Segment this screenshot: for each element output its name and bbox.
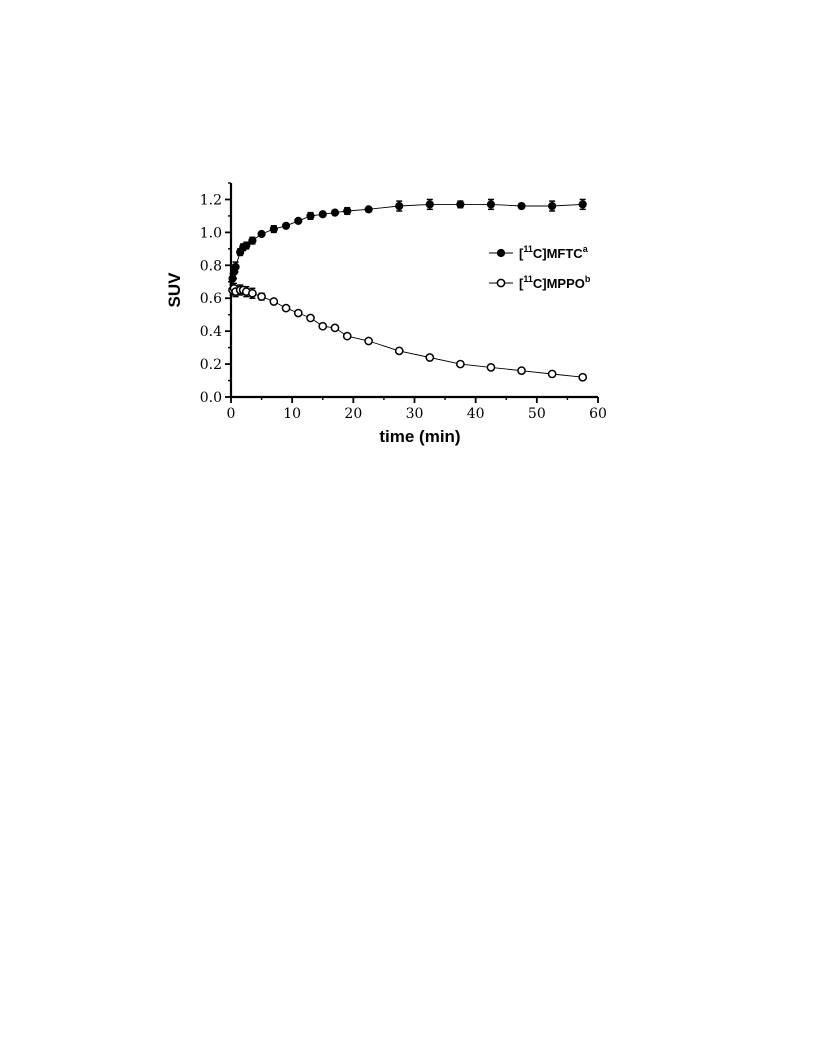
data-point bbox=[578, 372, 588, 382]
data-point bbox=[248, 288, 257, 298]
data-point bbox=[486, 200, 496, 209]
legend-item-mppo: [11C]MPPOb bbox=[489, 274, 591, 291]
y-tick-label: 1.0 bbox=[200, 225, 222, 241]
x-axis-title: time (min) bbox=[379, 427, 460, 446]
x-tick-label: 10 bbox=[283, 406, 301, 422]
data-point bbox=[269, 297, 279, 306]
plot-area: 0.0 0.2 0.4 0.6 0.8 1.0 1.2 0 10 20 30 40 50 60 bbox=[200, 182, 607, 422]
y-tick-label: 0.2 bbox=[200, 357, 222, 373]
data-point bbox=[318, 210, 327, 219]
data-point bbox=[456, 200, 465, 209]
x-tick-label: 50 bbox=[528, 406, 546, 422]
y-tick-label: 0.0 bbox=[200, 390, 222, 406]
data-point bbox=[281, 303, 291, 313]
data-point bbox=[547, 369, 557, 379]
data-point bbox=[231, 262, 240, 272]
series-line-mftc bbox=[232, 203, 583, 279]
legend-label: [11C]MPPOb bbox=[519, 274, 591, 291]
series-mppo bbox=[228, 282, 588, 382]
data-point bbox=[517, 366, 526, 376]
data-point bbox=[486, 363, 496, 372]
data-point bbox=[294, 216, 303, 225]
x-tick-label: 30 bbox=[406, 406, 424, 422]
data-point bbox=[364, 336, 373, 346]
legend-marker bbox=[496, 248, 506, 258]
data-point bbox=[548, 201, 557, 211]
x-tick-label: 40 bbox=[467, 406, 485, 422]
data-point bbox=[248, 236, 257, 245]
data-point bbox=[242, 241, 251, 250]
data-point bbox=[342, 331, 352, 341]
data-point bbox=[257, 292, 266, 301]
x-tick-label: 0 bbox=[227, 406, 236, 422]
data-point bbox=[281, 221, 291, 230]
series-line-mppo bbox=[232, 287, 583, 378]
x-tick-label: 20 bbox=[344, 406, 362, 422]
data-point bbox=[306, 211, 315, 221]
data-point bbox=[269, 224, 278, 234]
data-point bbox=[456, 359, 465, 369]
data-point bbox=[343, 206, 352, 216]
data-point bbox=[257, 229, 266, 239]
data-point bbox=[364, 205, 373, 214]
series-mftc bbox=[228, 198, 587, 285]
x-tick-label: 60 bbox=[589, 406, 607, 422]
data-point bbox=[425, 200, 434, 209]
legend-marker bbox=[496, 278, 506, 288]
y-tick-label: 0.4 bbox=[200, 324, 222, 340]
y-tick-label: 1.2 bbox=[200, 192, 222, 208]
data-point bbox=[228, 274, 237, 283]
data-point bbox=[395, 201, 404, 211]
legend-item-mftc: [11C]MFTCa bbox=[489, 244, 589, 261]
data-point bbox=[293, 308, 303, 318]
legend: [11C]MFTCa [11C]MPPOb bbox=[489, 244, 591, 291]
y-axis-title: SUV bbox=[165, 272, 184, 308]
data-point bbox=[330, 323, 340, 333]
y-tick-label: 0.6 bbox=[200, 291, 222, 307]
data-point bbox=[394, 346, 404, 356]
data-point bbox=[306, 313, 315, 323]
data-point bbox=[517, 201, 526, 211]
legend-label: [11C]MFTCa bbox=[519, 244, 589, 261]
y-tick-label: 0.8 bbox=[200, 258, 222, 274]
data-point bbox=[330, 208, 340, 217]
data-point bbox=[578, 200, 587, 209]
data-point bbox=[425, 353, 435, 362]
data-point bbox=[318, 321, 328, 331]
